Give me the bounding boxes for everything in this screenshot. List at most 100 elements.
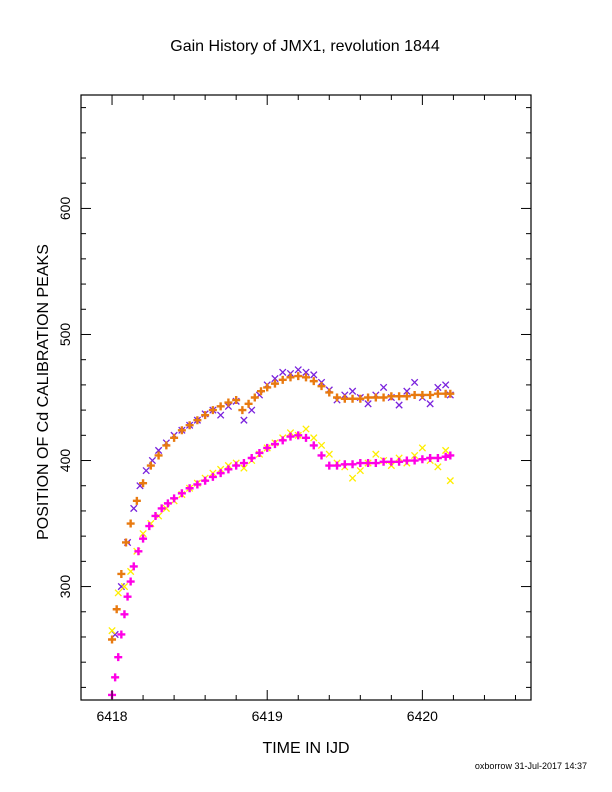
- series-1-point: [224, 398, 233, 407]
- series-3-point: [163, 499, 172, 508]
- series-3-point: [111, 673, 120, 682]
- series-1-point: [270, 379, 279, 388]
- series-3-point: [278, 436, 287, 445]
- series-3-point: [123, 592, 132, 601]
- series-1-point: [356, 394, 365, 403]
- series-3-point: [145, 522, 154, 531]
- series-3-point: [208, 472, 217, 481]
- series-3-point: [177, 489, 186, 498]
- series-1-point: [364, 393, 373, 402]
- series-2-point: [240, 464, 248, 472]
- series-3-point: [201, 476, 210, 485]
- series-0-point: [294, 366, 302, 374]
- series-3-point: [325, 461, 334, 470]
- series-3-point: [402, 456, 411, 465]
- series-0-point: [279, 368, 287, 376]
- series-1-point: [162, 441, 171, 450]
- series-1-point: [418, 390, 427, 399]
- series-1-point: [286, 373, 295, 382]
- series-0-point: [364, 400, 372, 408]
- series-3-point: [348, 460, 357, 469]
- series-0-point: [154, 446, 163, 455]
- chart-title: Gain History of JMX1, revolution 1844: [170, 38, 440, 55]
- x-tick-label: 6419: [252, 708, 283, 724]
- series-3-point: [286, 432, 295, 441]
- series-3-point: [371, 459, 380, 468]
- series-3-point: [364, 459, 373, 468]
- series-1-point: [193, 416, 202, 425]
- series-3-point: [117, 630, 126, 639]
- series-3-point: [232, 461, 241, 470]
- y-tick-label: 500: [57, 323, 73, 347]
- series-3-point: [309, 441, 318, 450]
- series-2-point: [120, 582, 129, 591]
- series-1-point: [395, 392, 404, 401]
- series-1-point: [309, 377, 318, 386]
- series-0-point: [117, 582, 126, 591]
- series-1-point: [379, 393, 388, 402]
- series-3-point: [139, 534, 148, 543]
- series-0-point: [410, 378, 419, 387]
- series-1-point: [232, 396, 241, 405]
- series-3-point: [294, 431, 303, 440]
- series-2-point: [434, 463, 442, 471]
- series-1-point: [122, 538, 130, 547]
- series-1-point: [410, 390, 419, 399]
- y-axis-label: POSITION OF Cd CALIBRATION PEAKS: [35, 244, 52, 540]
- series-3-point: [410, 456, 419, 465]
- series-3-point: [170, 494, 179, 503]
- series-2-point: [418, 444, 427, 452]
- series-3-point: [247, 454, 256, 462]
- series-2-point: [114, 589, 122, 597]
- series-0-point: [271, 374, 279, 383]
- series-3-point: [356, 459, 365, 468]
- series-2-point: [348, 474, 357, 482]
- series-1-point: [317, 382, 326, 391]
- series-3-point: [263, 443, 272, 452]
- series-1-point: [257, 387, 265, 396]
- plot-series: [108, 366, 455, 699]
- series-0-point: [216, 411, 225, 419]
- series-3-point: [446, 451, 455, 460]
- series-2-point: [325, 450, 333, 458]
- series-0-point: [379, 383, 388, 392]
- series-3-point: [418, 455, 427, 464]
- series-3-point: [224, 465, 233, 474]
- series-1-point: [126, 519, 135, 528]
- series-3-point: [185, 484, 194, 493]
- series-1-point: [244, 399, 253, 408]
- series-1-point: [177, 426, 186, 435]
- series-1-point: [433, 389, 442, 398]
- series-1-point: [446, 389, 455, 398]
- series-0-point: [403, 387, 411, 395]
- series-2-point: [302, 425, 310, 433]
- series-3-point: [193, 480, 202, 489]
- series-1-point: [216, 402, 225, 411]
- series-1-point: [250, 393, 259, 402]
- x-tick-label: 6420: [407, 708, 438, 724]
- series-1-point: [201, 411, 210, 420]
- series-0-point: [310, 371, 318, 379]
- series-2-point: [446, 477, 454, 485]
- series-1-point: [294, 372, 303, 381]
- series-0-point: [434, 383, 442, 392]
- series-2-point: [310, 434, 318, 442]
- series-3-point: [317, 451, 326, 460]
- series-3-point: [216, 469, 225, 478]
- series-3-point: [129, 562, 138, 571]
- series-0-point: [240, 416, 248, 424]
- footer-text: oxborrow 31-Jul-2017 14:37: [475, 761, 587, 771]
- series-3-point: [157, 504, 166, 513]
- series-0-point: [130, 504, 138, 513]
- series-3-point: [340, 460, 349, 469]
- series-1-point: [278, 375, 287, 384]
- series-1-point: [154, 451, 163, 460]
- series-1-point: [146, 461, 155, 470]
- series-1-point: [238, 406, 247, 415]
- series-3-point: [333, 461, 342, 470]
- series-3-point: [379, 457, 388, 466]
- series-2-point: [410, 451, 419, 460]
- series-2-point: [317, 441, 326, 450]
- series-0-point: [142, 466, 150, 475]
